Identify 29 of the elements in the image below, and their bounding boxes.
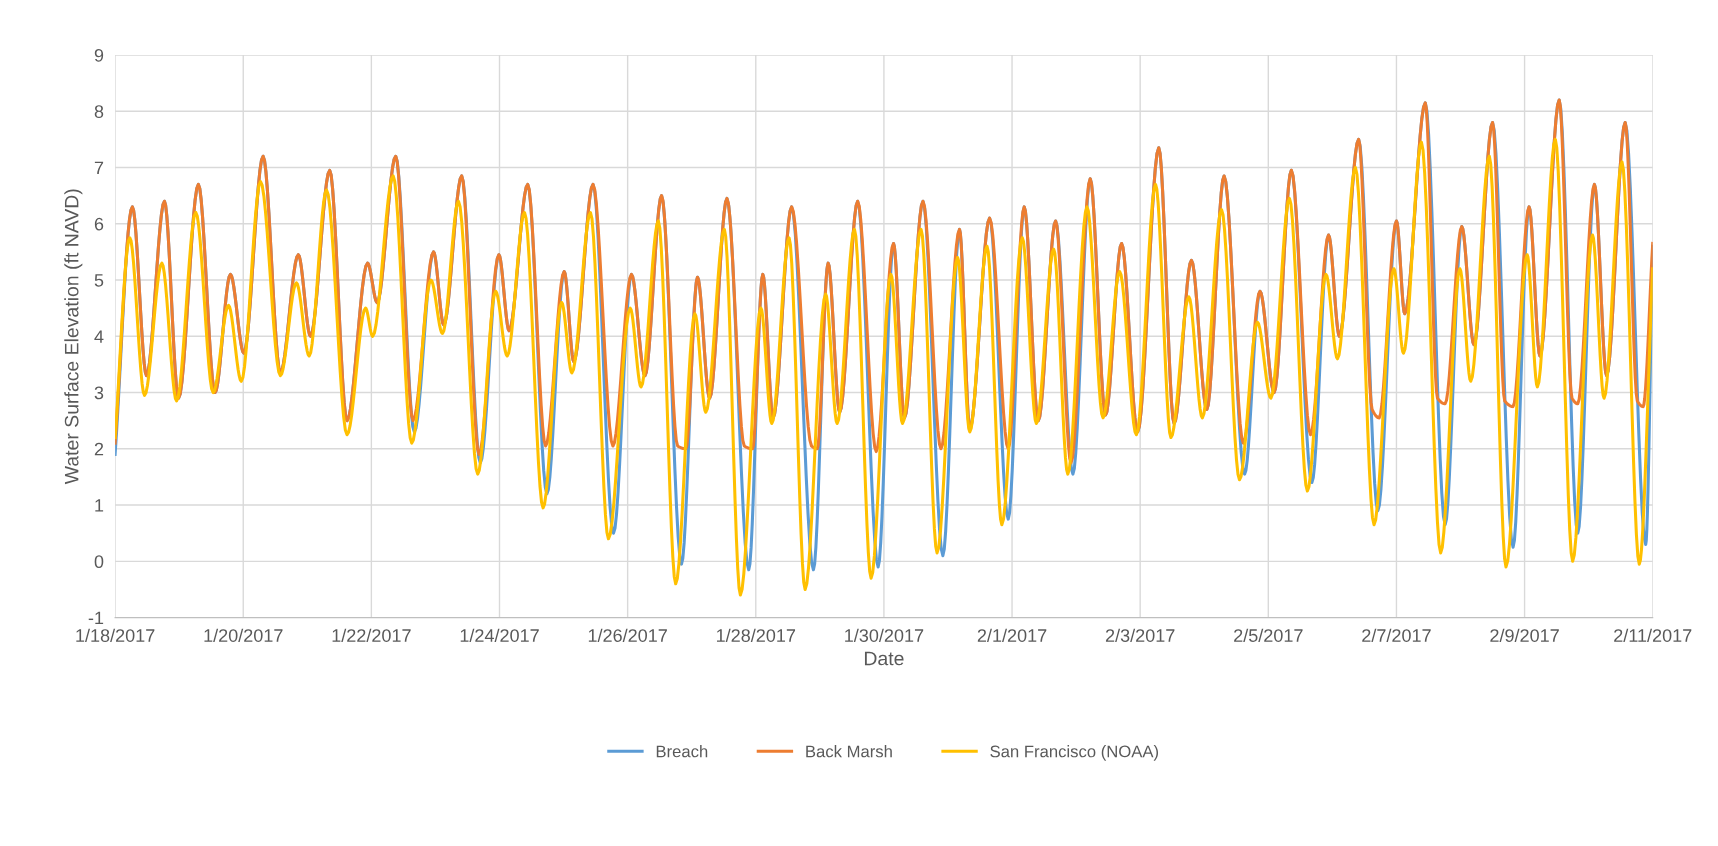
x-tick-label: 2/7/2017 xyxy=(1362,628,1431,642)
y-tick-label: 7 xyxy=(94,161,104,175)
y-tick-label: 8 xyxy=(94,105,104,118)
x-tick-label: 1/20/2017 xyxy=(204,628,283,642)
legend-label: Back Marsh xyxy=(806,745,892,758)
x-tick-label: 1/30/2017 xyxy=(845,628,924,642)
y-tick-label: 2 xyxy=(94,442,104,456)
y-tick-label: -1 xyxy=(88,611,104,625)
x-tick-label: 2/3/2017 xyxy=(1105,628,1175,642)
y-axis-title: Water Surface Elevation (ft NAVD) xyxy=(64,189,83,485)
x-tick-label: 1/22/2017 xyxy=(332,628,411,642)
y-tick-label: 0 xyxy=(94,555,104,569)
y-tick-label: 1 xyxy=(95,499,104,512)
x-tick-label: 2/1/2017 xyxy=(977,628,1047,642)
x-tick-label: 1/26/2017 xyxy=(588,628,667,642)
legend-label: San Francisco (NOAA) xyxy=(990,745,1159,761)
x-axis-title: Date xyxy=(864,651,904,666)
y-tick-label: 3 xyxy=(94,386,104,400)
y-tick-label: 9 xyxy=(94,48,104,62)
x-tick-label: 1/18/2017 xyxy=(76,628,155,642)
x-tick-label: 2/11/2017 xyxy=(1614,628,1692,642)
y-tick-label: 4 xyxy=(94,330,104,343)
x-tick-label: 1/24/2017 xyxy=(460,628,539,642)
x-tick-label: 1/28/2017 xyxy=(717,628,796,642)
y-tick-label: 6 xyxy=(94,217,104,231)
legend-label: Breach xyxy=(656,745,708,758)
y-tick-label: 5 xyxy=(94,274,104,287)
x-tick-label: 2/9/2017 xyxy=(1490,628,1559,642)
x-tick-label: 2/5/2017 xyxy=(1234,628,1303,642)
